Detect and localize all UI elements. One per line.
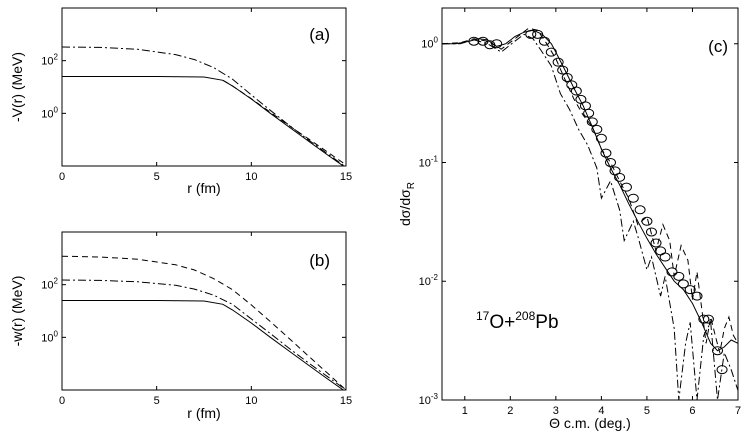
series-line-solid: [62, 76, 345, 166]
data-point: [655, 246, 667, 256]
y-tick-label: 100: [421, 36, 438, 51]
x-tick-label: 5: [154, 395, 160, 407]
data-point: [641, 216, 653, 226]
y-axis-label: -w(r) (MeV): [9, 276, 25, 347]
series-line-solid: [62, 300, 345, 390]
data-point: [595, 133, 607, 143]
y-axis-label: dσ/dσR: [397, 182, 417, 226]
y-tick-label: 10-3: [419, 392, 439, 407]
plot-frame: [61, 231, 347, 391]
data-point: [491, 39, 503, 49]
x-tick-label: 15: [340, 171, 352, 183]
x-tick-label: 6: [689, 405, 695, 417]
plot-frame: [61, 7, 347, 167]
data-point: [712, 346, 724, 356]
data-point: [525, 29, 537, 39]
data-point: [677, 279, 689, 289]
data-point: [702, 314, 714, 324]
data-point: [570, 86, 582, 96]
data-point: [561, 72, 573, 82]
x-tick-label: 1: [462, 405, 468, 417]
data-point: [583, 108, 595, 118]
series-line-dashed: [222, 79, 346, 166]
data-point: [484, 40, 496, 50]
data-point: [468, 36, 480, 46]
data-point: [627, 193, 639, 203]
data-point: [557, 65, 569, 75]
chart-panel-2: 0 5 10 15 100 102 (b) r (fm) -w(r) (MeV): [9, 231, 352, 421]
data-point: [545, 47, 557, 57]
data-point: [552, 57, 564, 67]
y-tick-label: 10-1: [419, 154, 439, 169]
data-point: [716, 365, 728, 375]
series-line-dash-dot: [62, 279, 346, 390]
data-point: [684, 285, 696, 295]
series-line-dashed: [62, 255, 346, 390]
data-point: [600, 148, 612, 158]
x-tick-label: 5: [644, 405, 650, 417]
x-tick-label: 7: [735, 405, 741, 417]
series-line-dashed: [442, 27, 738, 353]
y-tick-label: 100: [41, 105, 58, 120]
data-point: [666, 267, 678, 277]
data-point: [532, 29, 544, 39]
chart-panel-1: 0 5 10 15 100 102 (a) r (fm) -V(r) (MeV): [9, 7, 352, 196]
y-tick-label: 102: [41, 277, 58, 292]
chart-panel-3: 1 2 3 4 5 6 7 100 10-1 10-2 10-3 (c) Θ c.m. (deg.) dσ…: [397, 7, 741, 431]
y-tick-label: 100: [41, 329, 58, 344]
series-line-dash-dot: [62, 46, 346, 166]
x-tick-label: 10: [245, 395, 257, 407]
data-point: [673, 271, 685, 281]
series-line-dash-dot: [442, 33, 738, 400]
x-tick-label: 10: [245, 171, 257, 183]
data-point: [634, 205, 646, 215]
data-point: [538, 36, 550, 46]
y-tick-label: 10-2: [419, 273, 439, 288]
data-point: [614, 172, 626, 182]
x-tick-label: 0: [59, 395, 65, 407]
x-tick-label: 15: [340, 395, 352, 407]
panel-label: (a): [309, 25, 330, 44]
data-point: [604, 157, 616, 167]
x-axis-label: Θ c.m. (deg.): [549, 415, 631, 431]
data-point: [650, 238, 662, 248]
x-tick-label: 5: [154, 171, 160, 183]
data-point: [691, 291, 703, 301]
x-tick-label: 4: [598, 405, 604, 417]
data-point: [620, 182, 632, 192]
panel-label: (c): [708, 37, 728, 56]
x-axis-label: r (fm): [187, 405, 220, 421]
y-tick-label: 102: [41, 53, 58, 68]
reaction-annotation: 17O+208Pb: [476, 309, 559, 333]
panel-label: (b): [309, 251, 330, 270]
x-axis-label: r (fm): [187, 180, 220, 196]
data-point: [659, 252, 671, 262]
data-point: [591, 124, 603, 134]
x-tick-label: 2: [507, 405, 513, 417]
x-tick-label: 3: [553, 405, 559, 417]
data-point: [645, 227, 657, 237]
series-line-solid: [442, 29, 738, 352]
x-tick-label: 0: [59, 171, 65, 183]
data-point: [579, 101, 591, 111]
y-axis-label: -V(r) (MeV): [9, 52, 25, 122]
data-point: [586, 117, 598, 127]
plot-frame: [441, 7, 739, 401]
data-point: [698, 314, 710, 324]
